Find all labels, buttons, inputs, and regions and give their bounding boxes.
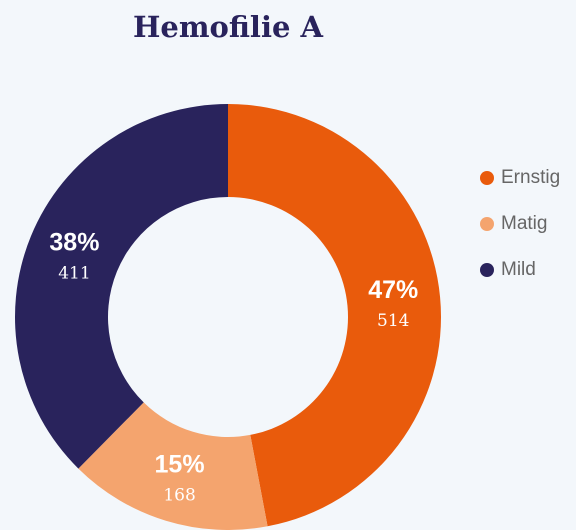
legend-label: Mild bbox=[501, 259, 536, 280]
percent-label: 47% bbox=[368, 276, 418, 304]
percent-label: 38% bbox=[49, 229, 99, 257]
legend-swatch bbox=[480, 217, 494, 231]
chart-title: Hemofilie A bbox=[133, 10, 324, 44]
percent-label: 15% bbox=[155, 450, 205, 478]
legend-swatch bbox=[480, 263, 494, 277]
value-label: 411 bbox=[58, 263, 90, 283]
donut-slice bbox=[14, 104, 228, 469]
legend-label: Matig bbox=[501, 213, 547, 234]
legend-swatch bbox=[480, 171, 494, 185]
donut-slice bbox=[228, 104, 442, 527]
legend-label: Ernstig bbox=[501, 167, 560, 188]
value-label: 168 bbox=[163, 485, 195, 505]
donut-slice bbox=[78, 402, 268, 530]
value-label: 514 bbox=[377, 311, 409, 331]
